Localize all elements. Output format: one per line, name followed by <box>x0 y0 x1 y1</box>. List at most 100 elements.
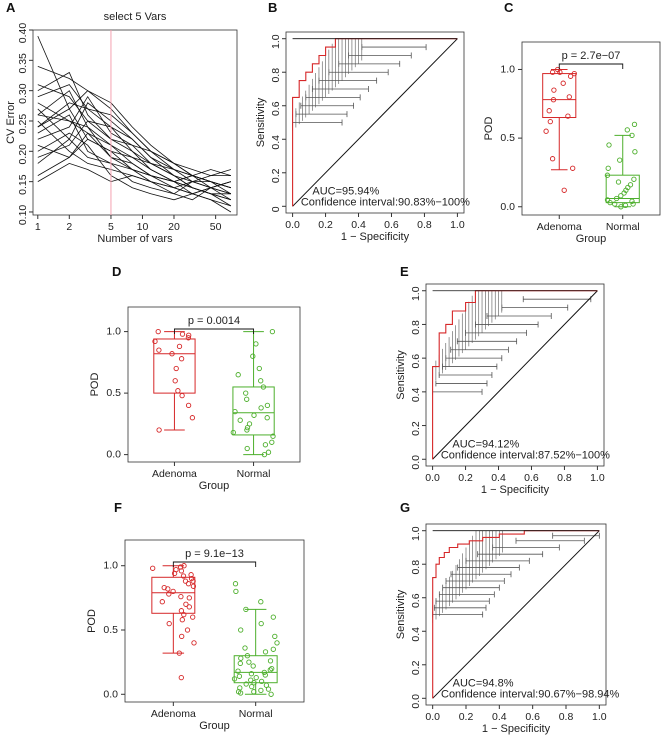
data-point <box>190 578 196 584</box>
data-point <box>177 564 184 570</box>
data-point <box>615 179 622 185</box>
panel-g: G 0.00.0 0.2 0.2 0.4 0.4 0.6 0.6 0.8 0.8 1.0 1.0 1 −… <box>395 500 619 735</box>
data-point <box>237 660 243 667</box>
y-tick-label: 1.0 <box>270 34 282 49</box>
cv-error-line-16 <box>37 84 232 189</box>
y-axis-title: CV Error <box>5 101 17 144</box>
x-tick-label: 0.6 <box>524 472 539 484</box>
data-point <box>631 121 638 128</box>
data-point <box>166 591 172 597</box>
data-point <box>618 193 624 199</box>
y-tick-label: 1.0 <box>103 560 118 572</box>
data-point <box>238 627 244 633</box>
data-point <box>244 396 250 402</box>
data-point <box>270 433 276 439</box>
data-point <box>261 451 268 458</box>
data-point <box>629 132 635 139</box>
y-tick-label: 0.6 <box>270 101 282 116</box>
y-tick-label: 0.20 <box>17 144 29 165</box>
data-point <box>604 172 611 178</box>
x-tick-label: 0.6 <box>384 219 399 231</box>
data-point <box>272 633 278 640</box>
y-tick-label: 0.2 <box>410 421 422 436</box>
data-point <box>605 165 611 171</box>
panel-letter-c: C <box>504 0 514 15</box>
data-point <box>186 332 192 338</box>
data-point <box>172 378 178 384</box>
confidence-interval-text: Confidence interval:87.52%−100% <box>441 449 610 461</box>
y-tick-label: 0.15 <box>17 174 29 195</box>
data-point <box>251 689 257 695</box>
data-point <box>261 669 267 676</box>
data-point <box>232 408 238 415</box>
data-point <box>262 649 269 655</box>
y-tick-label: 0.4 <box>410 627 422 642</box>
data-point <box>263 682 270 688</box>
data-point <box>630 201 636 207</box>
data-point <box>546 108 552 114</box>
panel-d: D Adenoma Normal 0.0 0.5 1.0 p = 0.0014 Group PO… <box>89 264 301 492</box>
x-tick-label: 0.2 <box>318 219 333 231</box>
data-point <box>267 667 273 673</box>
data-point <box>175 388 181 394</box>
data-point <box>232 581 239 587</box>
data-point <box>258 405 264 411</box>
data-point <box>543 128 549 134</box>
y-tick-label: 0.0 <box>106 449 121 461</box>
data-point <box>178 356 185 362</box>
x-tick-label: 0.8 <box>559 711 574 723</box>
data-point <box>265 449 272 455</box>
confidence-interval-text: Confidence interval:90.83%−100% <box>301 196 470 208</box>
y-axis-title: POD <box>483 117 495 141</box>
y-tick-label: 0.4 <box>270 135 282 150</box>
x-tick-label: 1.0 <box>592 711 607 723</box>
data-point <box>258 378 264 384</box>
cv-error-line-15 <box>37 162 232 201</box>
x-tick-label: 10 <box>137 221 149 233</box>
p-value-text: p = 2.7e−07 <box>562 50 621 62</box>
data-point <box>567 73 574 79</box>
box-iqr <box>153 338 196 394</box>
y-tick-label: 0.0 <box>103 688 118 700</box>
data-point <box>244 427 250 433</box>
x-tick-label: 0.6 <box>525 711 540 723</box>
x-tick-label: 2 <box>66 221 72 233</box>
data-point <box>244 653 251 659</box>
cv-error-line-17 <box>37 84 232 201</box>
x-tick-label: 0.4 <box>492 711 507 723</box>
data-point <box>190 583 197 589</box>
data-point <box>186 604 192 610</box>
data-point <box>181 611 187 618</box>
box-iqr <box>233 655 278 684</box>
data-point <box>258 620 264 627</box>
y-tick-label: 0.4 <box>410 387 422 402</box>
data-point <box>176 343 183 350</box>
category-label: Adenoma <box>537 221 582 233</box>
x-tick-label: 1.0 <box>450 219 465 231</box>
data-point <box>185 581 192 587</box>
category-label: Normal <box>239 708 273 720</box>
data-point <box>253 341 259 347</box>
data-point <box>622 202 629 209</box>
data-point <box>269 665 275 672</box>
data-point <box>243 681 249 687</box>
data-point <box>188 572 194 578</box>
box-iqr <box>605 174 640 204</box>
y-tick-label: 0.5 <box>106 387 121 399</box>
x-tick-label: 0.2 <box>458 472 473 484</box>
x-tick-label: 0.0 <box>425 711 440 723</box>
panel-letter-g: G <box>400 500 410 515</box>
data-point <box>152 338 158 345</box>
data-point <box>570 165 576 171</box>
cv-error-line-11 <box>37 132 232 201</box>
y-tick-label: 0.25 <box>17 114 29 135</box>
data-point <box>191 640 197 646</box>
data-point <box>560 80 566 86</box>
data-point <box>571 70 577 77</box>
y-tick-label: 0.6 <box>410 354 422 369</box>
y-tick-label: 0.5 <box>500 132 515 144</box>
data-point <box>550 97 557 103</box>
significance-bracket <box>558 63 624 69</box>
data-point <box>169 351 175 357</box>
data-point <box>180 573 187 579</box>
